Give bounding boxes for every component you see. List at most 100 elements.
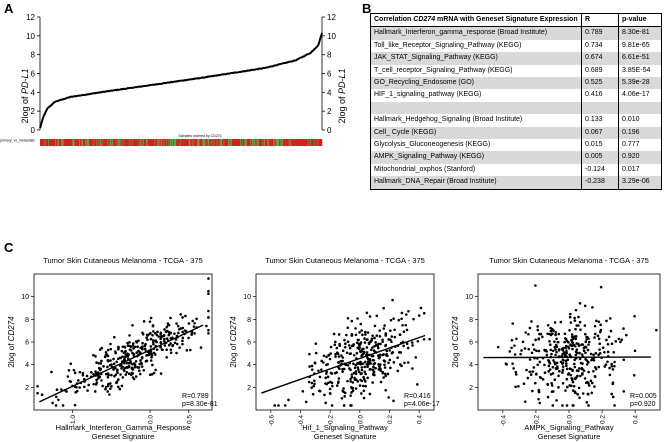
scatter-point (576, 374, 579, 378)
strip-sample (132, 139, 134, 146)
scatter-point (622, 358, 626, 362)
scatter-point (391, 298, 394, 302)
strip-sample (236, 139, 238, 146)
panel-label-a: A (4, 1, 14, 16)
scatter-point (149, 316, 153, 320)
scatter-point (325, 382, 329, 386)
scatter-points (496, 284, 658, 407)
strip-sample (116, 139, 118, 146)
scatter-point (155, 348, 159, 351)
scatter-point (350, 332, 354, 336)
scatter-point (151, 333, 154, 337)
strip-sample (154, 139, 156, 146)
scatter-point (610, 364, 614, 368)
scatter-point (412, 317, 415, 321)
scatter-point (577, 315, 580, 319)
scatter-point (331, 384, 334, 388)
scatter-point (393, 328, 396, 332)
scatter-point (349, 380, 352, 383)
scatter-point (343, 345, 347, 349)
scatter-point (106, 359, 110, 362)
scatter-point (553, 378, 557, 382)
scatter-point (551, 349, 555, 353)
scatter-point (379, 363, 382, 366)
strip-sample (94, 139, 96, 146)
scatter-point (590, 391, 594, 395)
strip-sample (50, 139, 52, 146)
strip-sample (76, 139, 78, 146)
scatter-point (622, 327, 625, 330)
scatter-point (165, 356, 168, 359)
scatter-x-tick-label: -0.4 (500, 415, 507, 427)
scatter-point (166, 322, 170, 325)
scatter-point (135, 341, 139, 344)
scatter-point (149, 337, 153, 341)
scatter-point (557, 348, 561, 352)
scatter-point (352, 371, 356, 375)
scatter-point (557, 340, 560, 344)
strip-sample (143, 139, 145, 146)
strip-sample (185, 139, 187, 146)
strip-sample (292, 139, 294, 146)
strip-sample (178, 139, 180, 146)
scatter-point (574, 337, 578, 341)
strip-sample (76, 139, 78, 146)
scatter-point (579, 374, 582, 378)
scatter-point (407, 309, 410, 313)
scatter-point (578, 320, 582, 324)
scatter-point (36, 385, 39, 388)
scatter-point (522, 382, 526, 386)
scatter-point (317, 369, 320, 373)
scatter-point (550, 390, 554, 393)
scatter-point (73, 371, 77, 375)
scatter-hif1: Tumor Skin Cutaneous Melanoma - TCGA - 3… (229, 256, 440, 441)
scatter-point (354, 363, 358, 367)
strip-sample (119, 139, 121, 146)
scatter-point (547, 370, 550, 373)
scatter-point (207, 328, 210, 332)
scatter-point (393, 335, 397, 339)
panel-a-left-tick-label: 10 (26, 32, 35, 41)
strip-sample (281, 139, 283, 146)
scatter-point (371, 346, 374, 349)
scatter-point (364, 372, 367, 376)
scatter-point (147, 353, 150, 357)
strip-sample (145, 139, 147, 146)
strip-sample (255, 139, 257, 146)
strip-sample (203, 139, 205, 146)
scatter-point (569, 367, 572, 371)
table-row: Glycolysis_Gluconeogenesis (KEGG) 0.015 0.… (370, 139, 662, 152)
strip-sample (57, 139, 59, 146)
scatter-point (633, 349, 637, 353)
scatter-point (343, 338, 346, 342)
scatter-point (54, 395, 58, 399)
strip-sample (315, 139, 317, 146)
scatter-point (100, 379, 103, 382)
scatter-point (572, 384, 576, 388)
scatter-point (110, 384, 113, 388)
scatter-point (121, 345, 125, 349)
scatter-point (575, 348, 579, 351)
scatter-point (130, 366, 134, 370)
scatter-point (576, 392, 580, 396)
scatter-point (141, 332, 145, 336)
strip-sample (182, 139, 184, 146)
scatter-point (128, 334, 131, 337)
strip-sample (74, 139, 76, 146)
scatter-point (181, 316, 184, 319)
scatter-point (313, 379, 316, 383)
scatter-point (142, 369, 146, 372)
strip-sample (239, 139, 241, 146)
scatter-point (94, 355, 97, 358)
scatter-point (511, 362, 514, 365)
scatter-point (587, 360, 590, 364)
scatter-point (108, 364, 112, 367)
strip-sample (314, 139, 316, 146)
scatter-point (400, 317, 403, 321)
scatter-point (207, 277, 210, 280)
strip-sample (291, 139, 293, 146)
scatter-point (368, 368, 372, 371)
scatter-point (383, 363, 386, 367)
scatter-point (551, 372, 555, 375)
scatter-point (350, 391, 353, 394)
